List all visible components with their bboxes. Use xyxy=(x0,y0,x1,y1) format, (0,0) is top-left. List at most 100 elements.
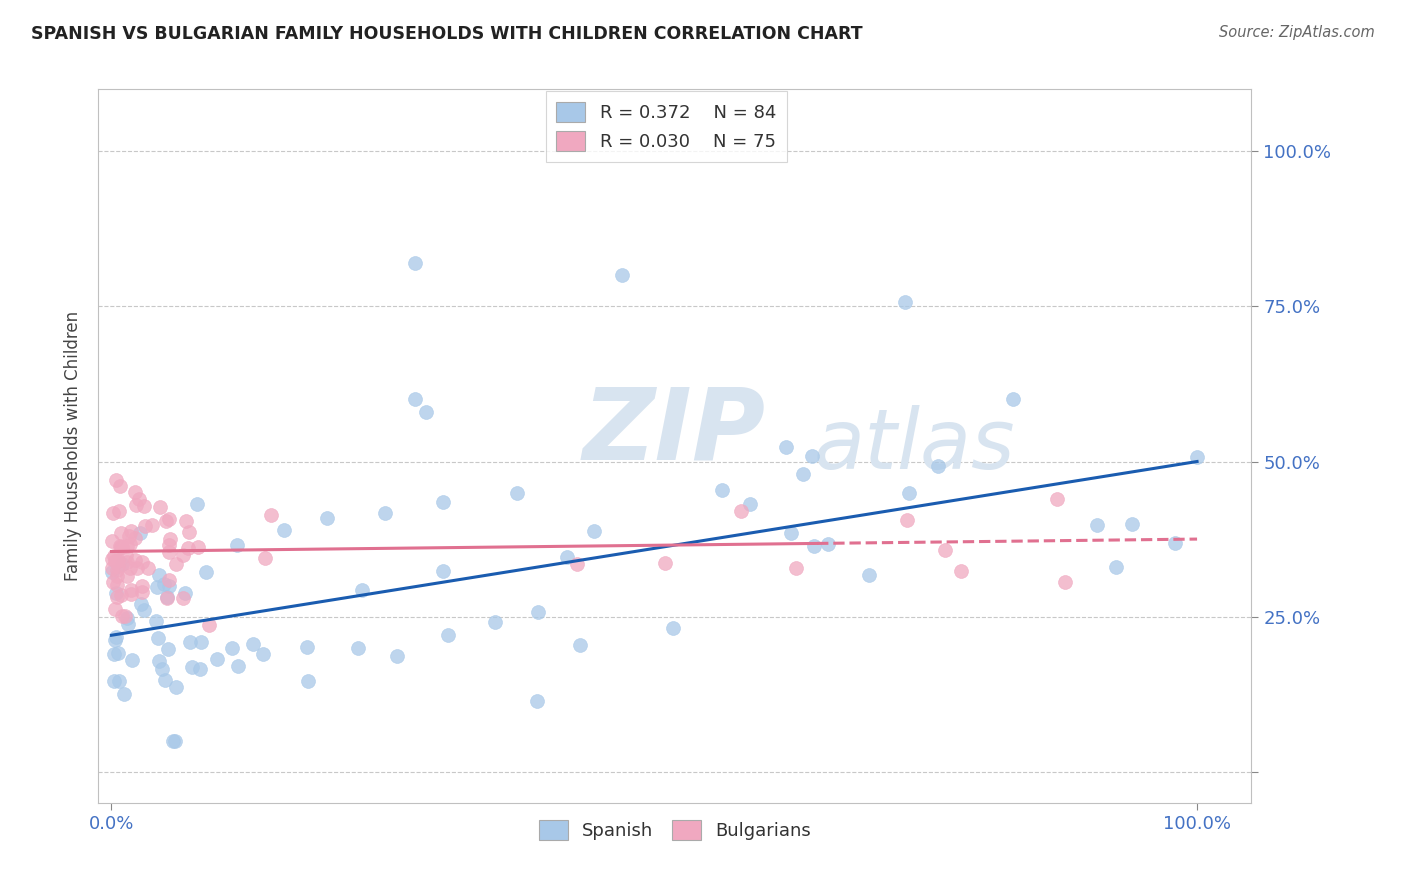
Point xyxy=(110,588,132,602)
Point xyxy=(172,548,194,562)
Point xyxy=(316,510,339,524)
Point xyxy=(103,673,125,688)
Point xyxy=(107,646,129,660)
Point xyxy=(152,662,174,676)
Point xyxy=(297,673,319,688)
Point xyxy=(112,687,135,701)
Point xyxy=(155,673,177,688)
Point xyxy=(101,561,124,575)
Point xyxy=(107,553,129,567)
Y-axis label: Family Households with Children: Family Households with Children xyxy=(63,311,82,581)
Legend: Spanish, Bulgarians: Spanish, Bulgarians xyxy=(531,813,818,847)
Point xyxy=(1085,518,1108,533)
Point xyxy=(103,633,125,648)
Point xyxy=(105,563,128,577)
Point xyxy=(1164,536,1187,550)
Point xyxy=(148,655,170,669)
Point xyxy=(101,506,124,520)
Point xyxy=(792,467,814,481)
Point xyxy=(527,605,550,619)
Point xyxy=(141,518,163,533)
Point xyxy=(404,392,426,407)
Point xyxy=(226,538,249,552)
Point xyxy=(415,405,437,419)
Point xyxy=(120,524,142,538)
Point xyxy=(148,631,170,645)
Point xyxy=(252,647,274,661)
Point xyxy=(800,449,823,463)
Point xyxy=(186,497,208,511)
Point xyxy=(730,504,752,518)
Point xyxy=(117,539,139,553)
Point xyxy=(374,506,396,520)
Point xyxy=(105,569,128,583)
Point xyxy=(114,609,136,624)
Point xyxy=(738,497,761,511)
Point xyxy=(105,590,128,604)
Point xyxy=(156,590,179,604)
Point xyxy=(555,550,578,565)
Point xyxy=(157,538,180,552)
Point xyxy=(352,582,374,597)
Point xyxy=(128,525,150,540)
Point xyxy=(104,554,127,568)
Point xyxy=(115,611,138,625)
Point xyxy=(134,518,156,533)
Point xyxy=(176,514,198,528)
Point xyxy=(115,569,138,583)
Point xyxy=(432,495,454,509)
Point xyxy=(198,617,221,632)
Text: atlas: atlas xyxy=(813,406,1015,486)
Point xyxy=(710,483,733,497)
Point xyxy=(896,513,918,527)
Point xyxy=(128,491,150,506)
Point xyxy=(569,638,592,652)
Point xyxy=(506,486,529,500)
Point xyxy=(188,662,211,676)
Point xyxy=(120,582,142,597)
Point xyxy=(897,486,920,500)
Point xyxy=(118,529,141,543)
Point xyxy=(146,580,169,594)
Point xyxy=(1105,560,1128,574)
Point xyxy=(205,652,228,666)
Point xyxy=(228,658,250,673)
Point xyxy=(132,603,155,617)
Point xyxy=(157,579,180,593)
Point xyxy=(152,577,174,591)
Point xyxy=(148,567,170,582)
Point xyxy=(156,591,179,606)
Point xyxy=(145,614,167,628)
Point xyxy=(221,640,243,655)
Point xyxy=(1001,392,1024,407)
Point xyxy=(177,541,200,556)
Point xyxy=(195,566,218,580)
Point xyxy=(129,597,152,611)
Point xyxy=(253,551,276,566)
Point xyxy=(157,574,180,588)
Point xyxy=(159,532,181,546)
Point xyxy=(110,540,132,554)
Point xyxy=(165,557,187,571)
Point xyxy=(165,681,187,695)
Point xyxy=(101,552,124,566)
Point xyxy=(124,553,146,567)
Point xyxy=(662,621,685,635)
Point xyxy=(110,541,132,555)
Point xyxy=(157,545,180,559)
Point xyxy=(136,561,159,575)
Point xyxy=(111,608,134,623)
Point xyxy=(803,539,825,553)
Point xyxy=(107,504,129,518)
Point xyxy=(124,531,146,545)
Point xyxy=(1185,450,1208,465)
Point xyxy=(273,523,295,537)
Point xyxy=(100,565,122,579)
Point xyxy=(134,499,156,513)
Point xyxy=(115,555,138,569)
Point xyxy=(242,637,264,651)
Point xyxy=(125,560,148,574)
Point xyxy=(775,440,797,454)
Point xyxy=(100,533,122,548)
Point xyxy=(187,540,209,554)
